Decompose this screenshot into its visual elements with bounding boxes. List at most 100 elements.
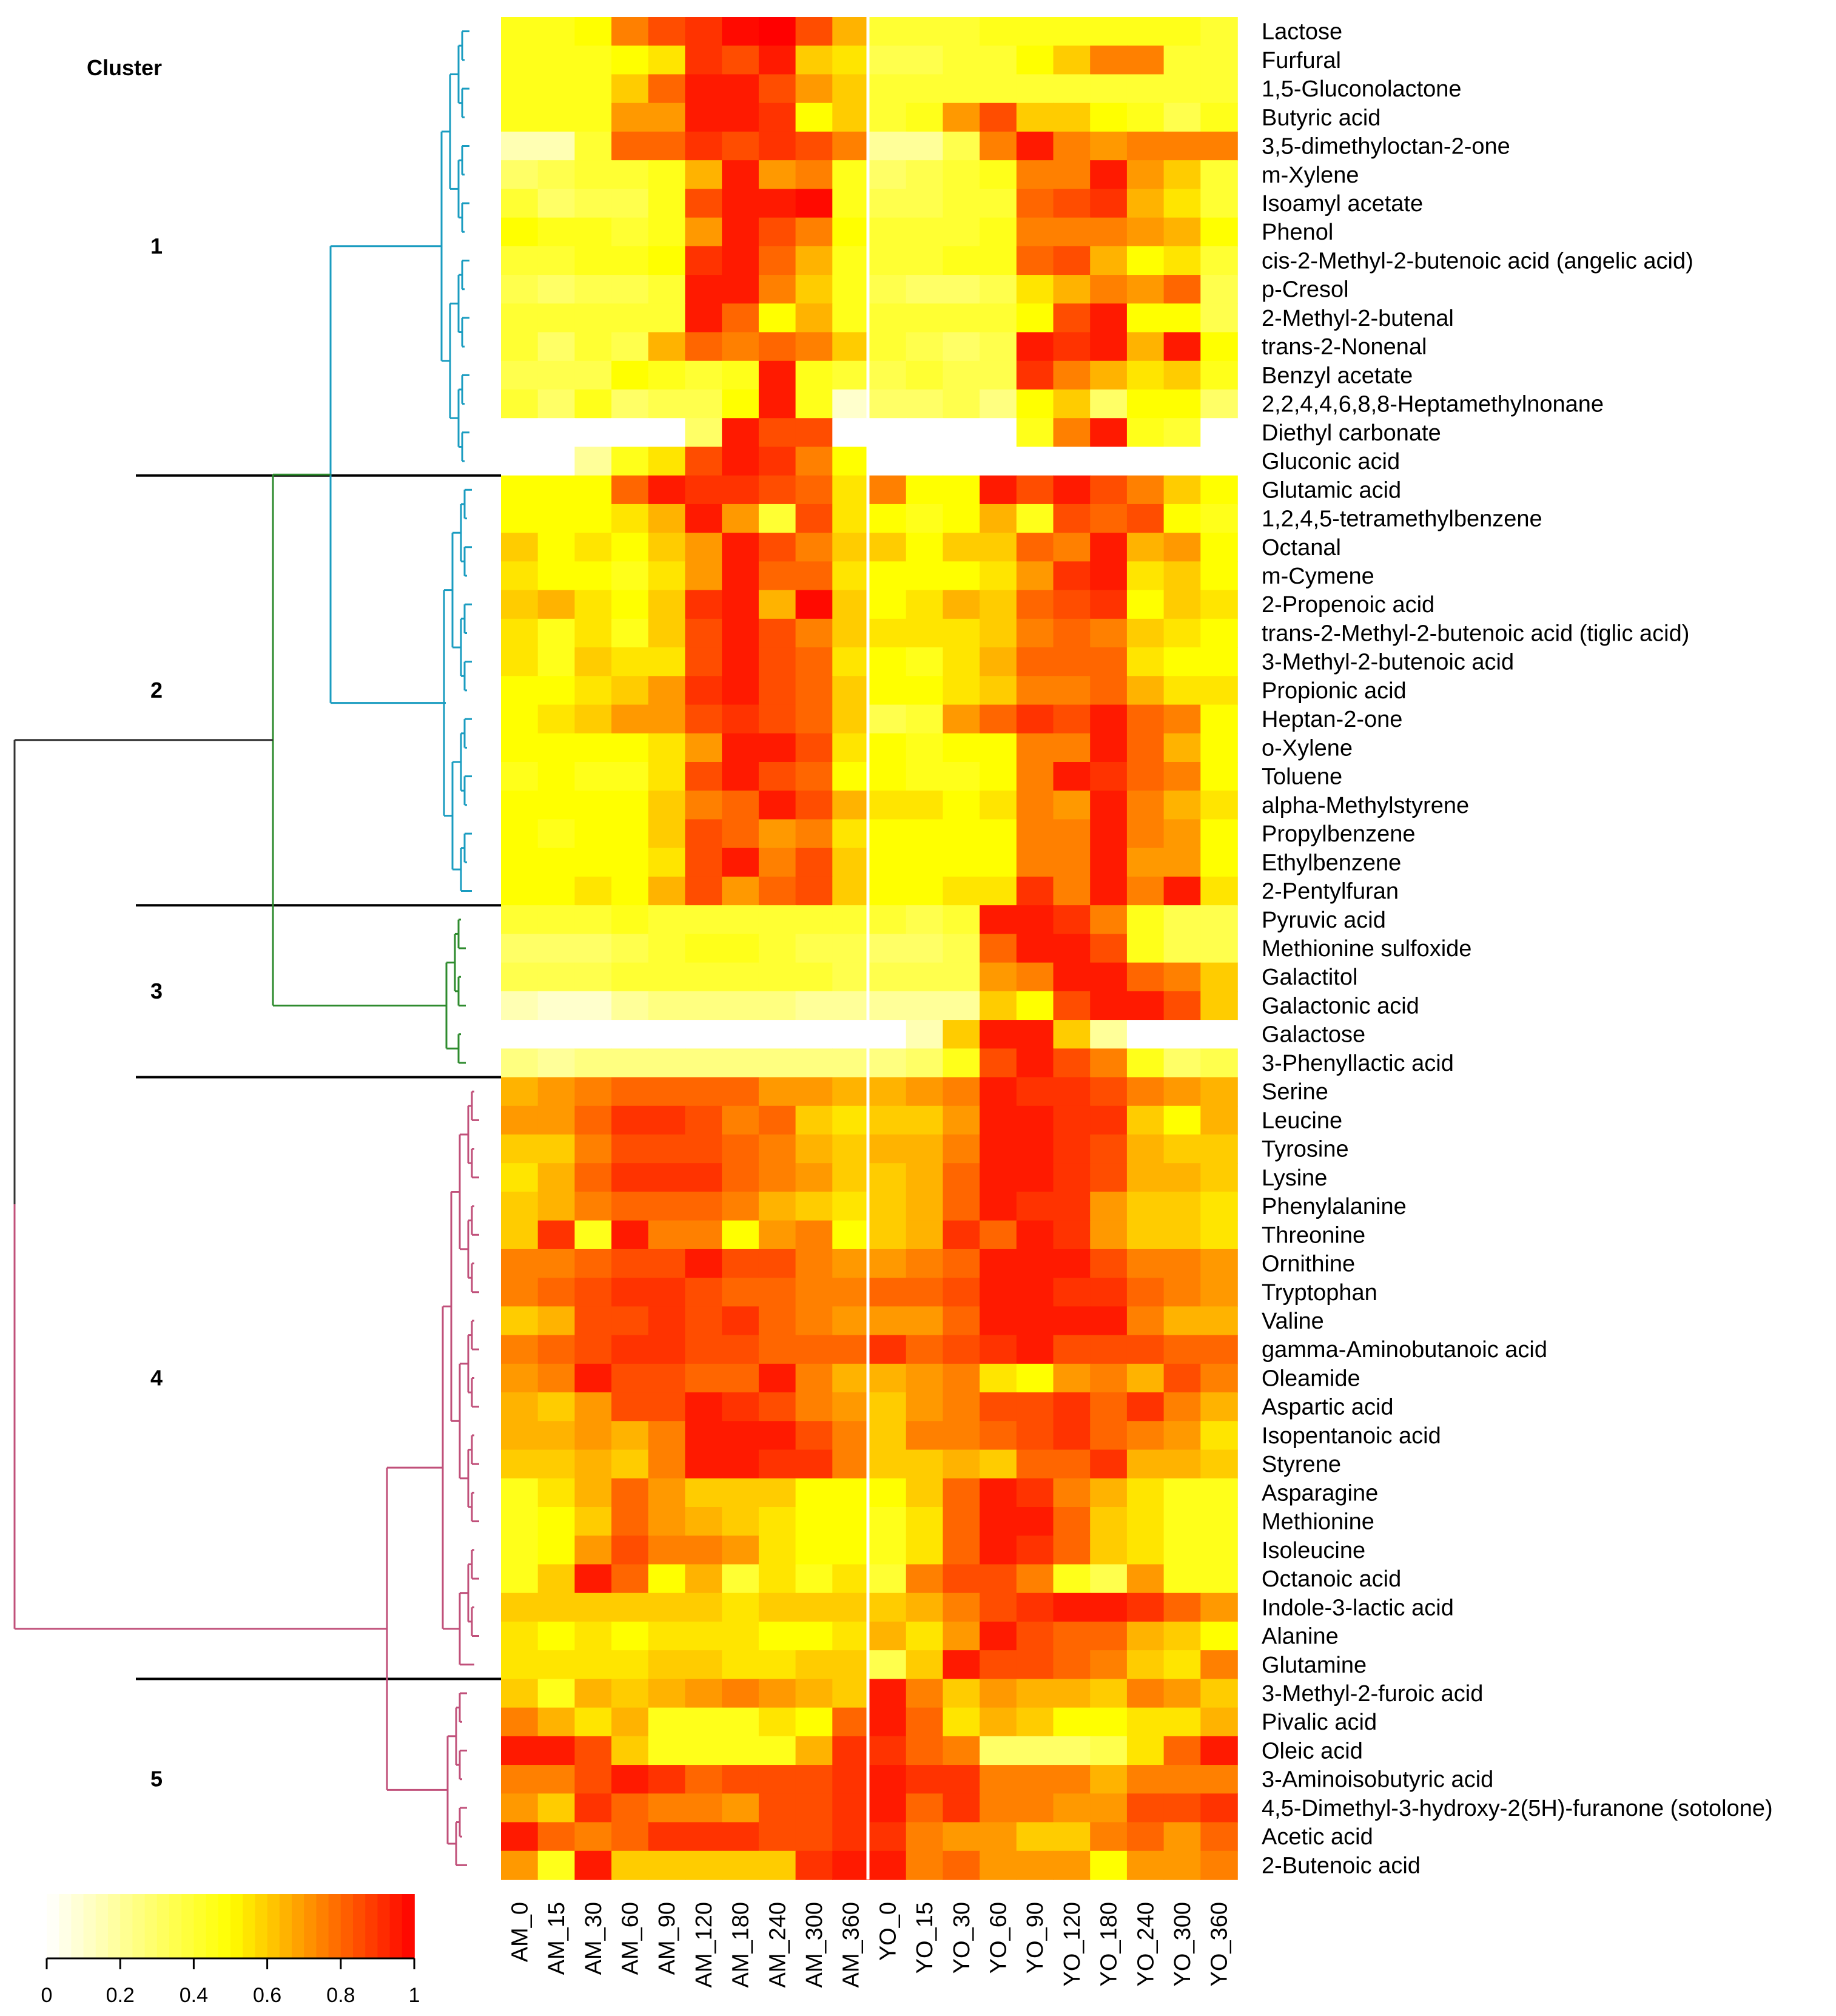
heatmap-cell: [501, 1020, 539, 1050]
column-label: AM_300: [802, 1902, 827, 1988]
heatmap-cell: [943, 962, 980, 992]
heatmap-cell: [1163, 275, 1202, 305]
heatmap-cell: [501, 1707, 539, 1737]
heatmap-cell: [795, 1306, 833, 1336]
heatmap-cell: [1126, 389, 1165, 419]
heatmap-cell: [501, 533, 539, 562]
heatmap-cell: [1200, 74, 1238, 104]
heatmap-cell: [832, 189, 870, 218]
heatmap-cell: [1090, 1249, 1128, 1278]
heatmap-cell: [1126, 762, 1165, 792]
heatmap-cell: [685, 1621, 722, 1651]
heatmap-cell: [722, 1192, 759, 1221]
heatmap-cell: [1016, 733, 1054, 763]
heatmap-cell: [1053, 1163, 1091, 1193]
row-label: 2-Methyl-2-butenal: [1262, 306, 1454, 331]
heatmap-cell: [832, 332, 870, 362]
color-key-swatch: [267, 1894, 280, 1958]
heatmap-cell: [1163, 1105, 1202, 1135]
heatmap-cell: [501, 217, 539, 247]
heatmap-cell: [980, 1220, 1017, 1250]
heatmap-cell: [1126, 103, 1165, 132]
heatmap-cell: [1200, 389, 1238, 419]
color-key-tick-label: 0.8: [326, 1984, 355, 2007]
heatmap-cell: [832, 1335, 870, 1364]
heatmap-cell: [758, 819, 796, 849]
heatmap-cell: [611, 533, 649, 562]
heatmap-cell: [648, 876, 686, 906]
heatmap-cell: [1090, 1478, 1128, 1508]
heatmap-cell: [1053, 1478, 1091, 1508]
heatmap-cell: [1090, 1536, 1128, 1565]
heatmap-cell: [1053, 1793, 1091, 1823]
heatmap-cell: [869, 418, 907, 448]
heatmap-cell: [795, 934, 833, 963]
heatmap-cell: [795, 819, 833, 849]
heatmap-cell: [1090, 332, 1128, 362]
heatmap-cell: [1163, 74, 1202, 104]
heatmap-cell: [501, 590, 539, 619]
heatmap-cell: [980, 275, 1017, 305]
heatmap-cell: [685, 46, 722, 75]
heatmap-cell: [906, 418, 944, 448]
row-label: 2,2,4,4,6,8,8-Heptamethylnonane: [1262, 392, 1604, 417]
heatmap-cell: [611, 676, 649, 706]
heatmap-cell: [501, 46, 539, 75]
heatmap-cell: [574, 1220, 612, 1250]
row-label: Indole-3-lactic acid: [1262, 1595, 1454, 1620]
heatmap-cell: [980, 1478, 1017, 1508]
dendrogram: [13, 30, 479, 1866]
heatmap-cell: [980, 418, 1017, 448]
heatmap-cell: [1053, 1335, 1091, 1364]
row-label: 3-Methyl-2-furoic acid: [1262, 1681, 1483, 1707]
heatmap-cell: [795, 1392, 833, 1422]
heatmap-cell: [1053, 74, 1091, 104]
heatmap-cell: [611, 1421, 649, 1451]
heatmap-cell: [832, 934, 870, 963]
heatmap-cell: [832, 991, 870, 1020]
column-label: YO_300: [1170, 1902, 1195, 1986]
heatmap-cell: [537, 1105, 576, 1135]
heatmap-cell: [1053, 1278, 1091, 1307]
heatmap-cell: [832, 876, 870, 906]
heatmap-cell: [537, 1507, 576, 1537]
heatmap-cell: [1163, 160, 1202, 190]
heatmap-cell: [537, 275, 576, 305]
heatmap-cell: [722, 389, 759, 419]
heatmap-cell: [685, 332, 722, 362]
heatmap-cell: [980, 217, 1017, 247]
heatmap-cell: [1090, 934, 1128, 963]
heatmap-cell: [574, 704, 612, 734]
heatmap-cell: [795, 1249, 833, 1278]
heatmap-cell: [722, 189, 759, 218]
heatmap-cell: [758, 332, 796, 362]
heatmap-cell: [1090, 389, 1128, 419]
heatmap-cell: [574, 676, 612, 706]
heatmap-cell: [574, 303, 612, 333]
heatmap-cell: [1163, 590, 1202, 619]
cluster-number: 5: [150, 1767, 163, 1792]
heatmap-cell: [501, 504, 539, 533]
heatmap-cell: [980, 561, 1017, 591]
heatmap-cell: [611, 74, 649, 104]
heatmap-cell: [574, 1564, 612, 1594]
heatmap-cell: [611, 1335, 649, 1364]
heatmap-cell: [537, 1220, 576, 1250]
heatmap-cell: [501, 1793, 539, 1823]
heatmap-cell: [1200, 1650, 1238, 1680]
heatmap-cell: [1016, 1048, 1054, 1078]
heatmap-cell: [1053, 762, 1091, 792]
heatmap-cell: [869, 1593, 907, 1622]
row-label: Octanal: [1262, 535, 1341, 561]
heatmap-cell: [501, 17, 539, 47]
heatmap-cell: [906, 1536, 944, 1565]
heatmap-cell: [869, 733, 907, 763]
heatmap-cell: [1126, 934, 1165, 963]
heatmap-cell: [943, 360, 980, 390]
heatmap-cell: [1053, 1249, 1091, 1278]
heatmap-cell: [574, 1134, 612, 1164]
heatmap-cell: [501, 676, 539, 706]
heatmap-cell: [795, 791, 833, 820]
heatmap-cell: [758, 647, 796, 677]
heatmap-cell: [685, 1765, 722, 1795]
